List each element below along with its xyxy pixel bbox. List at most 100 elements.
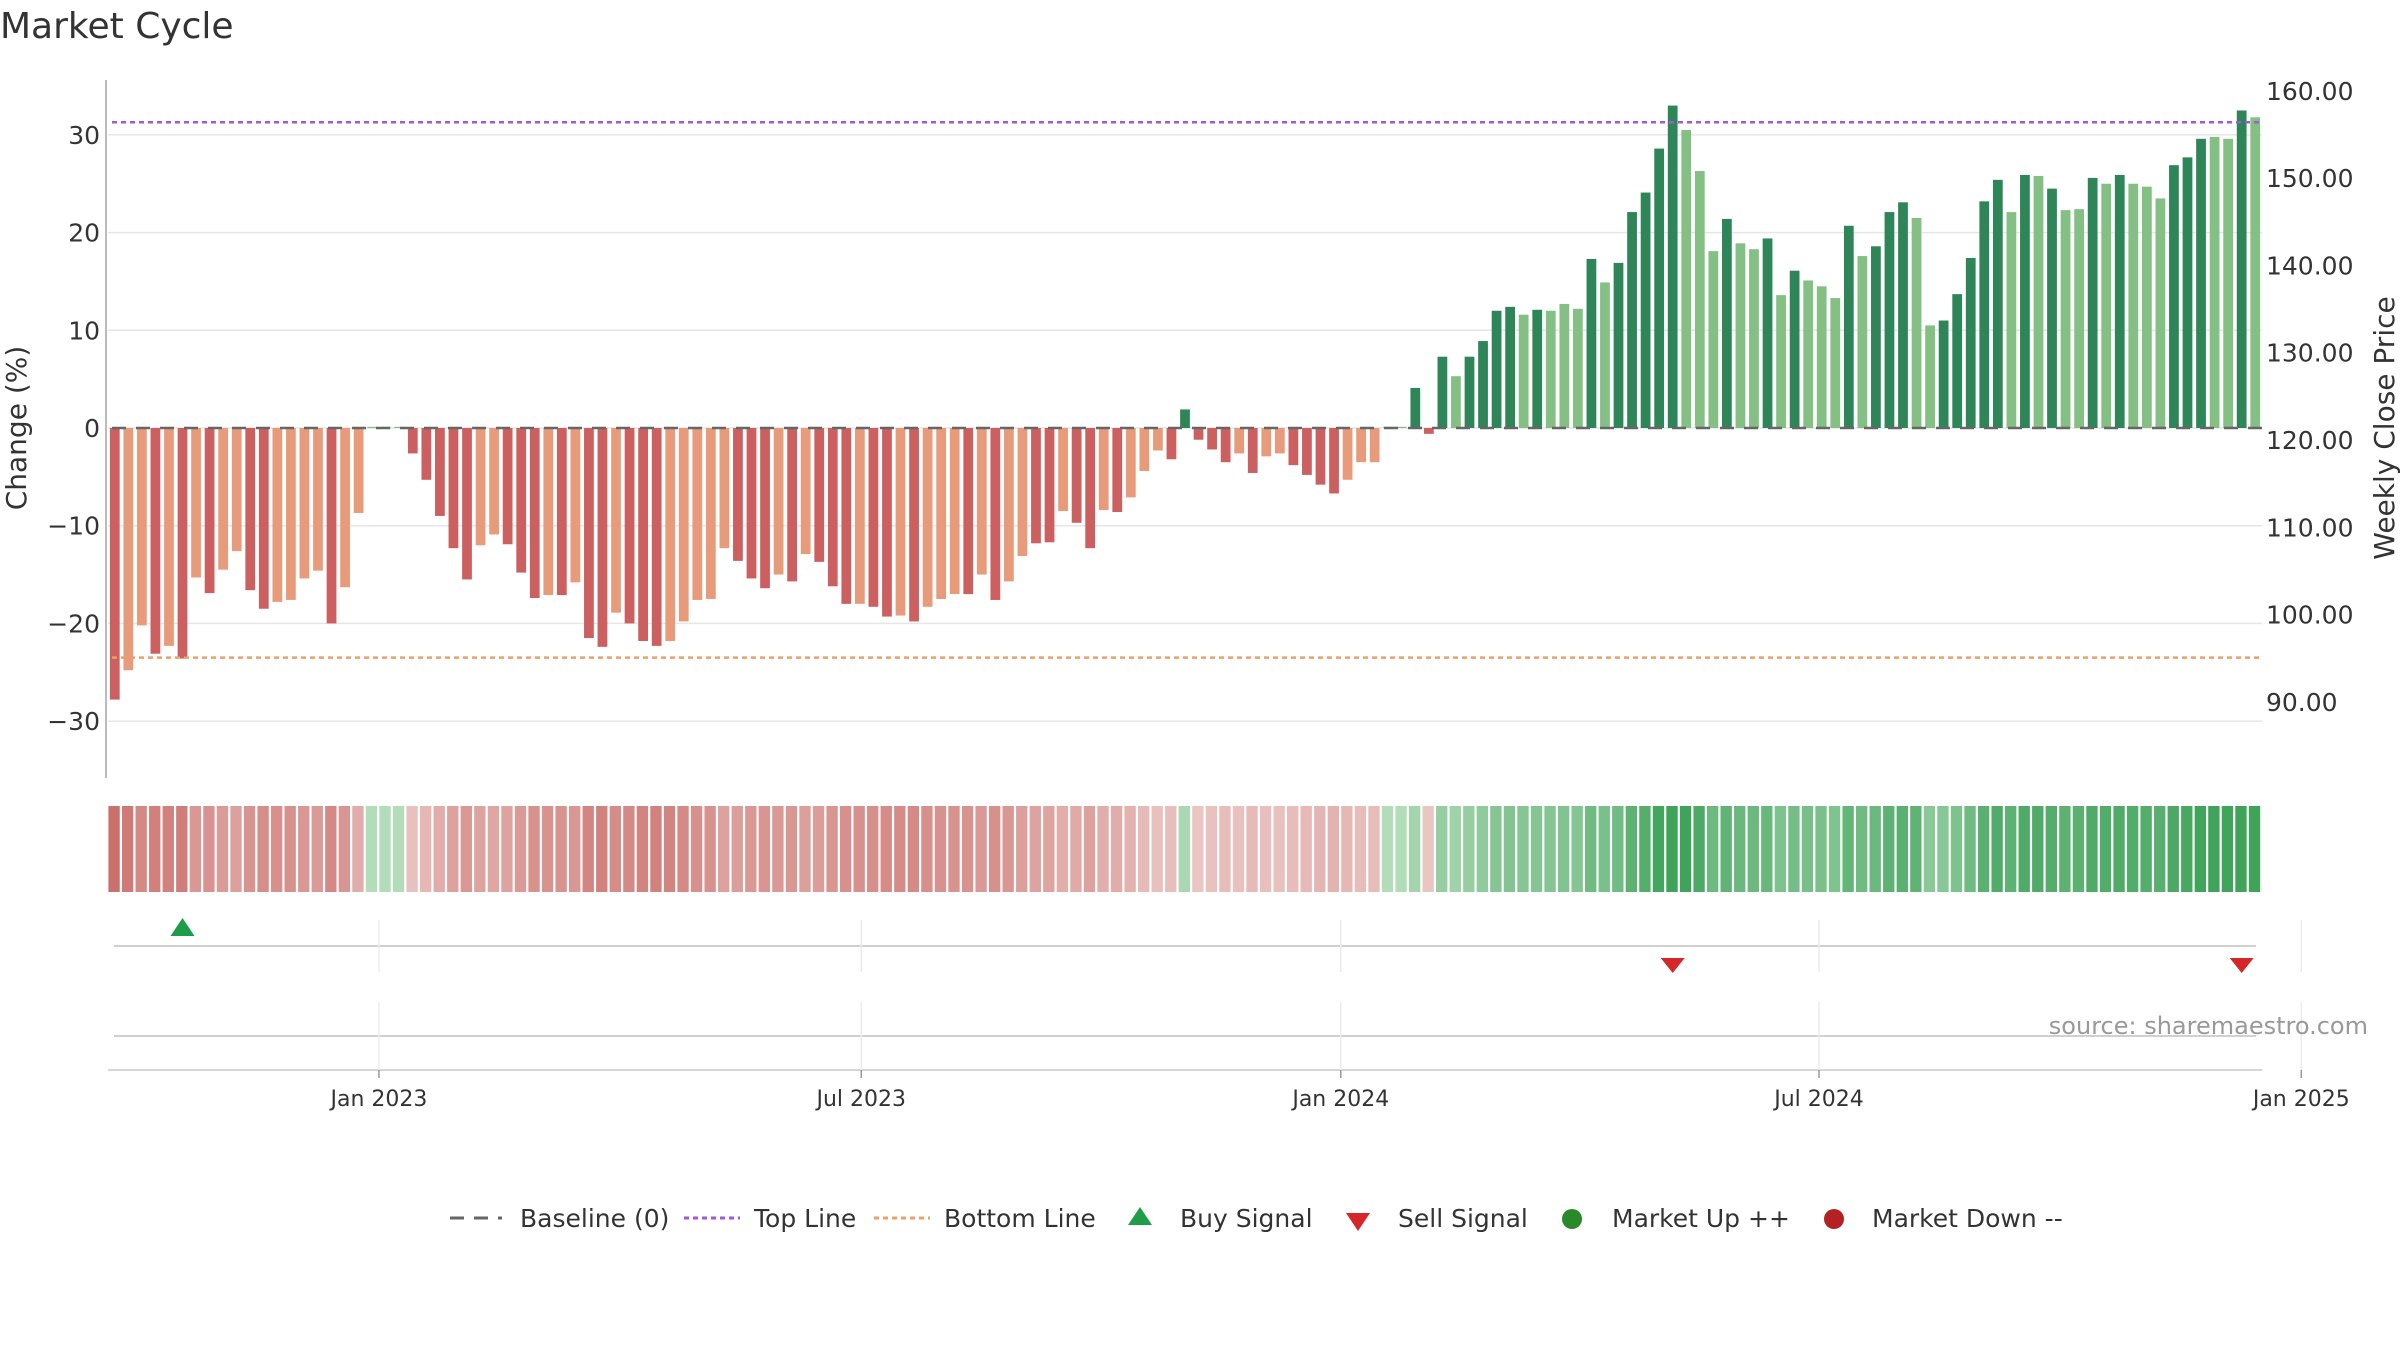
- bar: [1410, 387, 1421, 428]
- y2-tick-label: 140.00: [2266, 251, 2353, 280]
- heat-cell: [758, 806, 771, 892]
- bar: [868, 428, 879, 607]
- y2-tick-label: 110.00: [2266, 513, 2353, 542]
- bar: [2196, 138, 2206, 429]
- heat-cell: [121, 806, 134, 892]
- heat-cell: [1002, 806, 1014, 892]
- bar: [1329, 428, 1339, 494]
- heat-cell: [203, 806, 215, 892]
- bar: [2141, 186, 2152, 428]
- heat-cell: [1449, 806, 1461, 892]
- bar: [1789, 270, 1800, 428]
- legend-market-up-label: Market Up ++: [1612, 1204, 1790, 1233]
- bar: [1545, 310, 1556, 428]
- bar: [1491, 310, 1502, 428]
- heat-cell: [867, 806, 879, 892]
- bar: [1071, 428, 1082, 523]
- bar: [936, 428, 947, 599]
- bar: [1220, 428, 1231, 463]
- bar: [1207, 428, 1217, 450]
- heat-cell: [176, 806, 188, 892]
- bar: [529, 428, 540, 598]
- bar: [949, 428, 960, 595]
- heat-cell: [1869, 806, 1881, 892]
- bar: [1180, 409, 1190, 428]
- bar: [1667, 105, 1678, 428]
- x-tick-label: Jul 2024: [1772, 1087, 1864, 1112]
- x-tick-label: Jul 2023: [814, 1087, 906, 1112]
- heat-cell: [1029, 806, 1041, 892]
- heat-cell: [1734, 806, 1746, 892]
- bar: [1017, 428, 1028, 556]
- heat-cell: [1761, 806, 1773, 892]
- heat-cell: [514, 806, 527, 892]
- heat-cell: [2113, 806, 2125, 892]
- buy-signal-marker: [170, 918, 195, 936]
- heat-cell: [1165, 806, 1177, 892]
- bar: [895, 428, 906, 616]
- heat-cell: [2221, 806, 2234, 892]
- heat-cell: [650, 806, 662, 892]
- bar: [1342, 428, 1353, 480]
- heat-cell: [1937, 806, 1949, 892]
- bar: [827, 428, 838, 587]
- bar: [1125, 428, 1136, 498]
- y-tick-label: −10: [47, 512, 100, 541]
- heat-cell: [474, 806, 486, 892]
- bar: [1437, 356, 1448, 428]
- heat-cell: [1381, 806, 1394, 892]
- heat-cell: [2208, 806, 2220, 892]
- bar: [1735, 243, 1746, 428]
- bar: [1112, 428, 1123, 513]
- bar: [1938, 320, 1949, 428]
- heat-cell: [880, 806, 892, 892]
- heat-cell: [894, 806, 906, 892]
- bar: [421, 428, 432, 480]
- bar: [760, 428, 770, 589]
- bar: [1302, 428, 1312, 475]
- heat-cell: [663, 806, 676, 892]
- heat-cell: [772, 806, 784, 892]
- reference-lines: [112, 120, 2262, 659]
- legend-market-down-label: Market Down --: [1872, 1204, 2063, 1233]
- y-axis-label: Change (%): [0, 346, 33, 511]
- bar: [1722, 218, 1732, 428]
- heat-cell: [2072, 806, 2085, 892]
- heat-cell: [1219, 806, 1231, 892]
- heat-cell: [2154, 806, 2166, 892]
- bar: [2182, 157, 2193, 428]
- heat-cell: [704, 806, 716, 892]
- heat-cell: [1341, 806, 1353, 892]
- bar: [1559, 303, 1570, 428]
- bar: [204, 428, 215, 594]
- bar: [2236, 110, 2247, 428]
- heat-cell: [189, 806, 202, 892]
- heat-cell: [1300, 806, 1312, 892]
- bar: [1247, 428, 1258, 473]
- y-tick-label: −30: [47, 707, 100, 736]
- bar: [1044, 428, 1055, 543]
- heat-cell: [1083, 806, 1096, 892]
- heat-cell: [623, 806, 635, 892]
- heat-cell: [1652, 806, 1665, 892]
- bar: [2020, 174, 2030, 428]
- heat-cell: [1964, 806, 1976, 892]
- bar: [286, 428, 296, 600]
- bar: [218, 428, 229, 570]
- heat-cell: [1977, 806, 1990, 892]
- heat-cell: [135, 806, 147, 892]
- bar: [1315, 428, 1326, 485]
- bar: [909, 428, 919, 622]
- y2-axis-label: Weekly Close Price: [2368, 296, 2400, 559]
- bar: [164, 428, 174, 646]
- heat-cell: [243, 806, 256, 892]
- heat-cell: [1124, 806, 1136, 892]
- heat-cell: [961, 806, 974, 892]
- heat-cell: [1259, 806, 1272, 892]
- heat-cell: [1205, 806, 1218, 892]
- heat-cell: [718, 806, 730, 892]
- bar: [1898, 202, 1908, 428]
- bar: [1776, 295, 1786, 428]
- chart-title: Market Cycle: [0, 6, 234, 47]
- bar: [543, 428, 554, 596]
